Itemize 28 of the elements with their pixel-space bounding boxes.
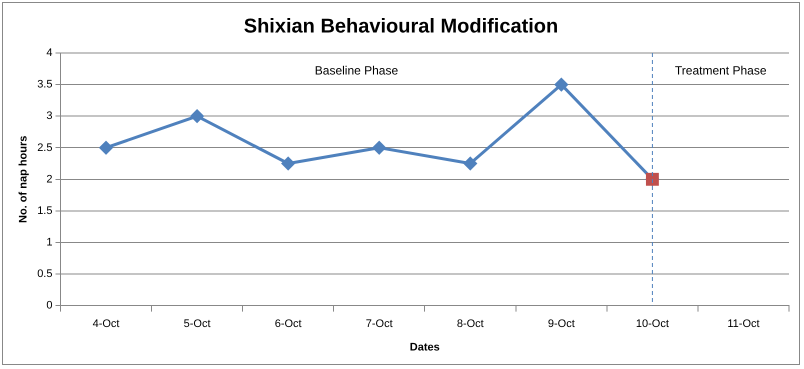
x-axis-title: Dates <box>410 341 440 354</box>
annotation: Treatment Phase <box>674 63 767 78</box>
y-tick-label: 1.5 <box>37 204 52 217</box>
y-tick-label: 2.5 <box>37 142 52 154</box>
point <box>100 141 113 154</box>
point <box>554 78 568 92</box>
y-tick-label: 0.5 <box>37 268 52 280</box>
y-tick-label: 3.5 <box>37 78 52 91</box>
point <box>282 157 295 170</box>
x-tick-label: 4-Oct <box>92 318 120 330</box>
point <box>464 157 477 170</box>
point <box>372 141 386 154</box>
y-tick-label: 4 <box>46 47 52 60</box>
chart-title: Shixian Behavioural Modification <box>244 16 558 38</box>
y-tick-label: 0 <box>46 300 52 312</box>
x-tick-label: 6-Oct <box>274 318 302 330</box>
y-axis-title: No. of nap hours <box>18 136 30 223</box>
x-tick-label: 10-Oct <box>636 318 669 330</box>
y-tick-label: 1 <box>46 236 52 248</box>
annotation: Baseline Phase <box>314 63 398 78</box>
x-tick-label: 7-Oct <box>366 318 393 330</box>
x-tick-label: 9-Oct <box>548 318 575 330</box>
point <box>190 110 204 123</box>
y-tick-label: 2 <box>46 173 52 186</box>
y-tick-label: 3 <box>46 110 52 122</box>
x-tick-label: 11-Oct <box>727 318 760 330</box>
x-tick-label: 5-Oct <box>184 318 211 330</box>
x-tick-label: 8-Oct <box>456 318 484 330</box>
